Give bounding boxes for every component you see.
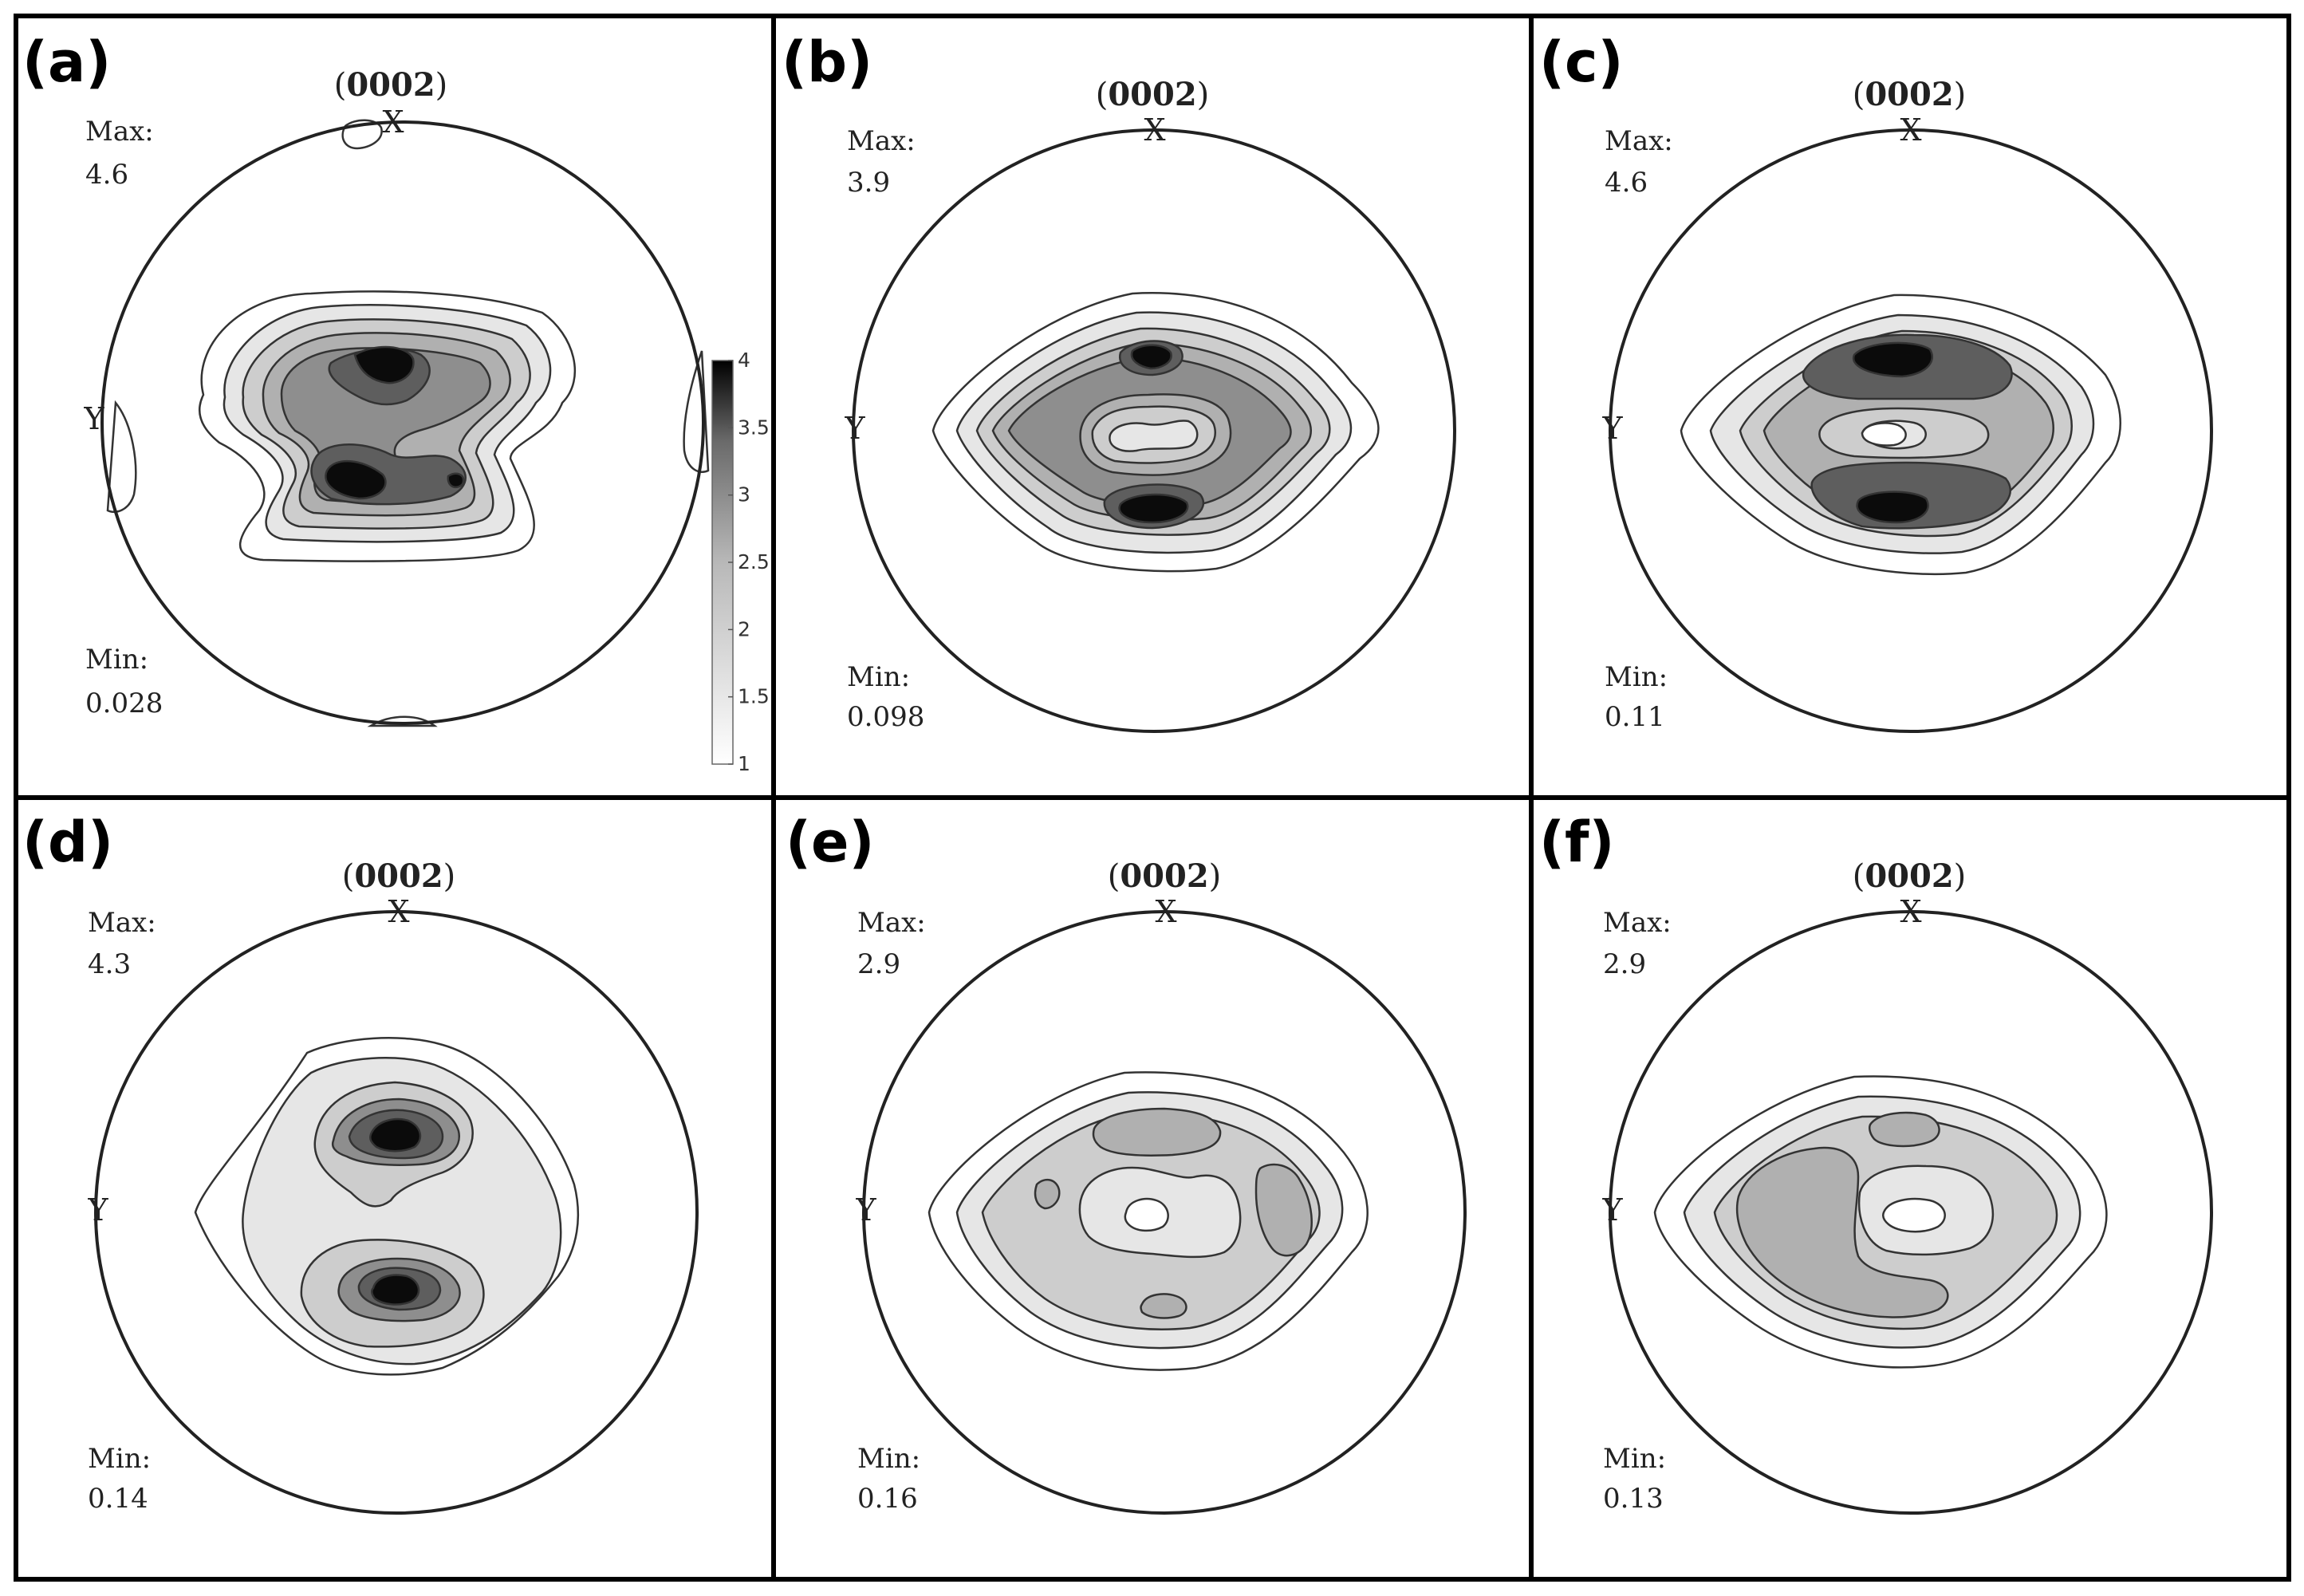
panel-a: (a) (0002) X Y Max: 4.6 Min: 0.028 4 3.5 3… <box>22 30 770 775</box>
min-value-f: 0.13 <box>1603 1483 1664 1515</box>
axis-x-label-f: X <box>1900 894 1921 929</box>
colorbar-tick-label: 2.5 <box>738 550 770 573</box>
pole-figure-a-contours <box>106 119 710 727</box>
panel-d: (d) (0002) X Y Max: 4.3 Min: 0.14 <box>22 810 699 1515</box>
pole-figure-c-title: (0002) <box>1853 76 1967 113</box>
axis-x-label-b: X <box>1144 112 1165 148</box>
panel-c: (c) (0002) X Y Max: 4.6 Min: 0.11 <box>1539 30 2213 733</box>
colorbar-tick-label: 3.5 <box>738 416 770 439</box>
max-value-b: 3.9 <box>847 167 890 199</box>
min-label-d: Min: <box>88 1443 151 1475</box>
pole-figure-b-title: (0002) <box>1096 76 1210 113</box>
pole-figure-c-outline <box>1609 128 2213 733</box>
pole-figure-c-contours <box>1680 294 2121 576</box>
pole-figure-a-title: (0002) <box>334 66 448 104</box>
max-value-f: 2.9 <box>1603 948 1646 980</box>
min-value-d: 0.14 <box>88 1483 148 1515</box>
min-value-a: 0.028 <box>85 688 163 719</box>
min-label-b: Min: <box>847 661 910 693</box>
min-label-f: Min: <box>1603 1443 1666 1475</box>
panel-f: (f) (0002) X Y Max: 2.9 Min: 0.13 <box>1539 810 2213 1515</box>
max-value-c: 4.6 <box>1605 167 1648 199</box>
panel-d-label: (d) <box>22 810 113 875</box>
min-label-c: Min: <box>1605 661 1668 693</box>
panel-b-label: (b) <box>782 30 872 95</box>
pole-figure-b-contours <box>931 292 1380 573</box>
colorbar-tick-label: 3 <box>738 483 750 506</box>
pole-figure-d-outline <box>94 910 699 1515</box>
pole-figure-e-contours <box>928 1071 1369 1371</box>
axis-x-label-c: X <box>1900 112 1921 148</box>
colorbar-tick-label: 1 <box>738 752 750 775</box>
pole-figure-f-contours <box>1653 1075 2108 1369</box>
panel-e-label: (e) <box>786 810 874 875</box>
axis-y-label-d: Y <box>87 1192 108 1228</box>
panel-a-label: (a) <box>22 30 111 95</box>
pole-figure-a-outline <box>100 120 705 725</box>
axis-x-label-e: X <box>1155 894 1176 929</box>
pole-figure-d-title: (0002) <box>342 857 456 895</box>
max-label-c: Max: <box>1605 125 1673 157</box>
panel-c-label: (c) <box>1539 30 1623 95</box>
axis-y-label-e: Y <box>855 1192 876 1228</box>
min-label-e: Min: <box>857 1443 920 1475</box>
min-value-c: 0.11 <box>1605 701 1665 733</box>
axis-y-label-c: Y <box>1601 411 1623 446</box>
max-value-e: 2.9 <box>857 948 900 980</box>
max-label-e: Max: <box>857 907 926 939</box>
pole-figure-b-outline <box>852 128 1456 733</box>
max-value-d: 4.3 <box>88 948 131 980</box>
colorbar-tick-label: 4 <box>738 349 750 372</box>
min-value-b: 0.098 <box>847 701 924 733</box>
axis-x-label-a: X <box>382 104 404 140</box>
min-value-e: 0.16 <box>857 1483 918 1515</box>
pole-figure-e-title: (0002) <box>1108 857 1222 895</box>
pole-figure-d-contours <box>194 1037 580 1376</box>
colorbar: 4 3.5 3 2.5 2 1.5 1 <box>711 349 770 775</box>
min-label-a: Min: <box>85 644 148 676</box>
colorbar-tick-label: 1.5 <box>738 685 770 708</box>
panel-f-label: (f) <box>1539 810 1614 875</box>
pole-figure-f-outline <box>1609 910 2213 1515</box>
max-label-f: Max: <box>1603 907 1672 939</box>
max-value-a: 4.6 <box>85 159 128 191</box>
max-label-a: Max: <box>85 116 154 148</box>
pole-figure-f-title: (0002) <box>1853 857 1967 895</box>
max-label-d: Max: <box>88 907 156 939</box>
axis-y-label-f: Y <box>1601 1192 1623 1228</box>
colorbar-tick-label: 2 <box>738 617 750 640</box>
panel-b: (b) (0002) X Y Max: 3.9 Min: 0.098 <box>782 30 1456 733</box>
axis-x-label-d: X <box>388 894 409 929</box>
panel-e: (e) (0002) X Y Max: 2.9 Min: 0.16 <box>786 810 1467 1515</box>
axis-y-label-a: Y <box>83 401 104 436</box>
max-label-b: Max: <box>847 125 916 157</box>
panel-f-frame <box>1529 795 2291 1582</box>
axis-y-label-b: Y <box>844 411 865 446</box>
pole-figure-e-outline <box>862 910 1467 1515</box>
